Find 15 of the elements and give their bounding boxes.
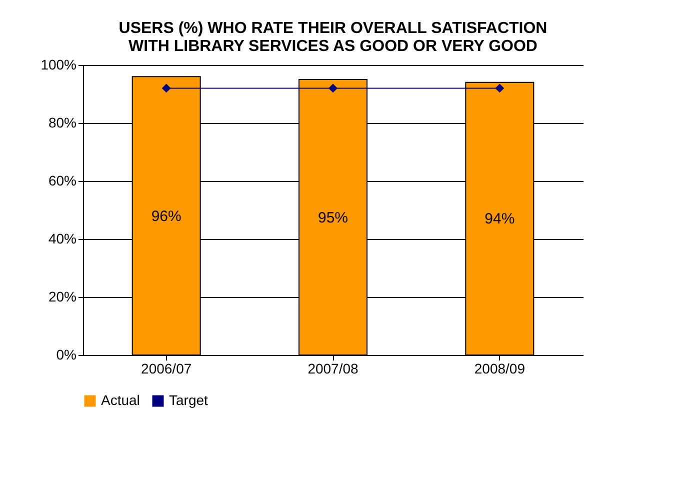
y-tick-label: 0%: [56, 346, 76, 362]
data-label: 95%: [318, 209, 348, 226]
y-tick-label: 60%: [48, 172, 76, 188]
data-label: 94%: [484, 210, 515, 228]
y-tick-label: 40%: [48, 230, 76, 246]
chart-title: USERS (%) WHO RATE THEIR OVERALL SATISFACTION WITH LIBRARY SERVICES AS GOOD OR VERY GOOD: [118, 20, 548, 55]
legend-label: Target: [169, 392, 208, 408]
y-tick-label: 100%: [40, 56, 76, 72]
data-label: 96%: [151, 208, 182, 225]
legend-label: Actual: [101, 392, 140, 408]
y-tick-label: 80%: [48, 114, 76, 130]
y-tick-label: 20%: [48, 288, 76, 304]
x-tick-label: 2007/08: [308, 360, 359, 376]
x-tick-label: 2006/07: [141, 360, 192, 376]
x-tick-label: 2008/09: [474, 360, 526, 376]
